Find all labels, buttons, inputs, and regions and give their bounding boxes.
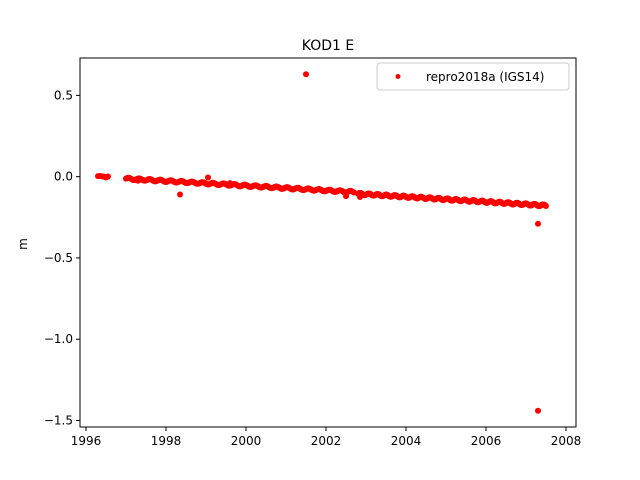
axes: 1996 1998 2000 2002 2004 2006 2008 0.5 0.0 −0.5 −1… — [44, 57, 582, 448]
data-point — [103, 174, 109, 181]
data-point — [535, 407, 541, 414]
x-tick-label: 1996 — [71, 434, 102, 448]
data-point — [303, 71, 309, 78]
data-point — [205, 174, 211, 181]
y-tick-label: −1.0 — [44, 332, 73, 346]
data-point — [127, 175, 133, 182]
legend-marker — [395, 74, 401, 79]
y-tick-label: −1.5 — [44, 413, 73, 427]
data-point — [543, 202, 549, 209]
plot-area — [95, 71, 549, 414]
y-axis-label: m — [16, 238, 30, 250]
x-tick-label: 2006 — [471, 434, 502, 448]
legend-box — [376, 62, 570, 91]
y-tick-label: −0.5 — [44, 251, 73, 265]
data-point — [227, 180, 233, 187]
data-point — [135, 177, 141, 184]
data-point — [357, 193, 363, 200]
legend-label: repro2018a (IGS14) — [426, 70, 544, 84]
x-tick-label: 2004 — [391, 434, 422, 448]
chart-title: KOD1 E — [302, 38, 354, 54]
x-tick-label: 2000 — [231, 434, 262, 448]
data-point — [535, 220, 541, 227]
x-tick-label: 2008 — [551, 434, 582, 448]
y-tick-label: 0.0 — [54, 170, 73, 184]
x-tick-label: 1998 — [151, 434, 182, 448]
plot-frame — [79, 57, 577, 428]
data-point — [343, 193, 349, 200]
trend-segment-1 — [355, 189, 549, 210]
x-tick-label: 2002 — [311, 434, 342, 448]
legend: repro2018a (IGS14) — [376, 62, 570, 91]
data-point — [177, 191, 183, 198]
y-tick-label: 0.5 — [54, 88, 73, 102]
